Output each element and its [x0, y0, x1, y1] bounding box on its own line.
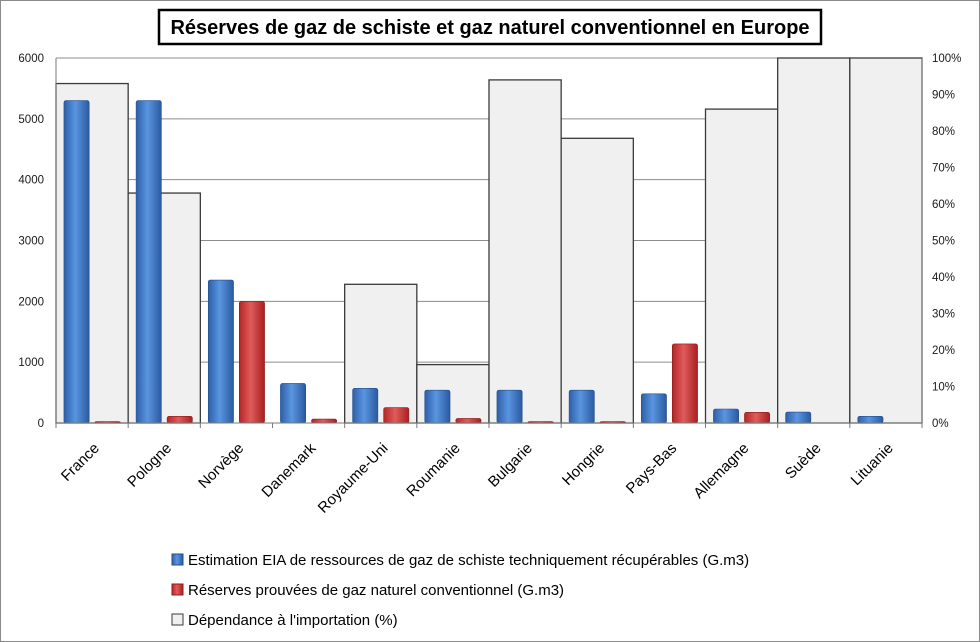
y2-tick-label: 100%	[932, 53, 961, 65]
category-label: Pologne	[124, 440, 175, 491]
legend-swatch	[171, 553, 184, 566]
legend-label: Dépendance à l'importation (%)	[188, 612, 398, 629]
shale-gas-bar	[640, 393, 667, 424]
legend-label: Estimation EIA de ressources de gaz de s…	[188, 552, 749, 569]
shale-gas-bar	[207, 279, 234, 424]
category-label: Royaume-Uni	[315, 440, 392, 517]
y-tick-label: 1000	[18, 357, 44, 369]
conventional-gas-bar	[311, 418, 338, 424]
category-label: Hongrie	[559, 440, 608, 489]
category-label: Lituanie	[848, 440, 897, 489]
chart-title-box: Réserves de gaz de schiste et gaz nature…	[157, 8, 823, 46]
category-label: Suède	[782, 440, 825, 483]
shale-gas-bar	[280, 383, 306, 424]
shale-gas-bar	[568, 389, 595, 424]
legend-label: Réserves prouvées de gaz naturel convent…	[188, 582, 564, 599]
import-dependence-bar	[560, 137, 634, 424]
y2-tick-label: 80%	[932, 126, 955, 138]
import-dependence-bar	[488, 79, 562, 424]
y2-tick-label: 50%	[932, 236, 955, 248]
shale-gas-bar	[785, 411, 812, 424]
category-label: France	[58, 440, 103, 485]
chart-title: Réserves de gaz de schiste et gaz nature…	[170, 17, 809, 39]
y2-tick-label: 60%	[932, 199, 955, 211]
legend-swatch	[171, 613, 184, 626]
shale-gas-bar	[857, 416, 884, 424]
shale-gas-bar	[352, 388, 379, 424]
left-axis-ticks: 0 1000 2000 3000 4000 5000 6000	[18, 53, 44, 430]
legend-swatch	[171, 583, 184, 596]
y2-tick-label: 40%	[932, 272, 955, 284]
y2-tick-label: 90%	[932, 90, 955, 102]
conventional-gas-bar	[239, 301, 265, 424]
shale-gas-bar	[63, 100, 90, 424]
conventional-gas-bar	[455, 418, 482, 424]
shale-gas-bar	[424, 389, 451, 424]
y-tick-label: 5000	[18, 114, 44, 126]
import-dependence-bars	[55, 57, 923, 424]
shale-gas-bar	[496, 389, 523, 424]
y2-tick-label: 30%	[932, 309, 955, 321]
import-dependence-bar	[704, 108, 779, 424]
shale-gas-bar	[135, 100, 162, 424]
conventional-gas-bar	[383, 407, 410, 424]
category-label: Bulgarie	[485, 440, 536, 491]
y2-tick-label: 70%	[932, 163, 955, 175]
axes	[55, 58, 923, 428]
shale-gas-bar	[713, 408, 739, 424]
category-label: Allemagne	[690, 440, 752, 502]
legend: Estimation EIA de ressources de gaz de s…	[171, 552, 749, 629]
category-label: Pays-Bas	[623, 440, 680, 497]
right-axis-ticks: 0% 10% 20% 30% 40% 50% 60% 70% 80% 90% 100%	[932, 53, 961, 430]
conventional-gas-bar	[744, 412, 771, 424]
y2-tick-label: 10%	[932, 382, 955, 394]
y-tick-label: 2000	[18, 296, 44, 308]
y2-tick-label: 0%	[932, 418, 949, 430]
conventional-gas-bar	[166, 416, 193, 424]
y-tick-label: 4000	[18, 175, 44, 187]
conventional-gas-bar	[672, 343, 698, 424]
y2-tick-label: 20%	[932, 345, 955, 357]
category-label: Danemark	[258, 439, 319, 500]
category-label: Norvège	[195, 440, 247, 492]
y-tick-label: 0	[38, 418, 44, 430]
y-tick-label: 3000	[18, 236, 44, 248]
import-dependence-bar	[777, 57, 851, 424]
gas-bars	[63, 100, 884, 424]
category-label: Roumanie	[403, 440, 463, 500]
import-dependence-bar	[849, 57, 923, 424]
y-tick-label: 6000	[18, 53, 44, 65]
